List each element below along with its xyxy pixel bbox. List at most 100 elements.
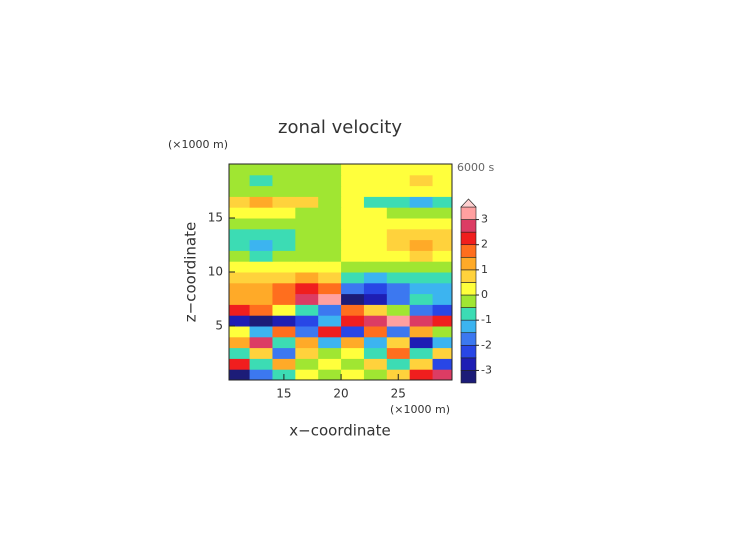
field-cell bbox=[341, 272, 365, 284]
field-cell bbox=[272, 261, 296, 273]
colorbar-tick-label: -1 bbox=[481, 313, 492, 326]
field-cell bbox=[229, 207, 251, 219]
field-cell bbox=[363, 272, 388, 284]
field-cell bbox=[295, 326, 319, 338]
field-cell bbox=[386, 358, 411, 370]
field-cell bbox=[229, 272, 251, 284]
field-cell bbox=[249, 196, 273, 208]
field-cell bbox=[386, 239, 411, 251]
field-cell bbox=[363, 293, 388, 305]
field-cell bbox=[386, 218, 411, 230]
field-cell bbox=[386, 174, 411, 187]
field-cell bbox=[272, 315, 296, 327]
field-cell bbox=[432, 239, 452, 251]
colorbar-box bbox=[460, 269, 477, 283]
field-cell bbox=[363, 239, 388, 251]
field-cell bbox=[386, 261, 411, 273]
field-cell bbox=[341, 174, 365, 187]
field-cell bbox=[272, 174, 296, 187]
field-cell bbox=[409, 358, 434, 370]
field-cell bbox=[318, 185, 342, 197]
field-cell bbox=[409, 250, 434, 262]
field-cell bbox=[363, 261, 388, 273]
field-cell bbox=[318, 282, 342, 295]
field-cell bbox=[432, 282, 452, 295]
field-cell bbox=[409, 347, 434, 359]
field-cell bbox=[363, 196, 388, 208]
field-cell bbox=[318, 336, 342, 349]
field-cell bbox=[432, 347, 452, 359]
field-cell bbox=[341, 228, 365, 241]
field-cell bbox=[341, 185, 365, 197]
field-cell bbox=[229, 228, 251, 241]
colorbar-box bbox=[460, 307, 477, 321]
field-cell bbox=[386, 326, 411, 338]
field-cell bbox=[249, 358, 273, 370]
field-cell bbox=[249, 293, 273, 305]
field-cell bbox=[409, 282, 434, 295]
field-cell bbox=[341, 315, 365, 327]
field-cell bbox=[432, 315, 452, 327]
field-cell bbox=[249, 315, 273, 327]
field-cell bbox=[386, 164, 411, 176]
field-cell bbox=[341, 326, 365, 338]
field-cell bbox=[318, 358, 342, 370]
field-cell bbox=[432, 185, 452, 197]
field-cell bbox=[409, 369, 434, 380]
field-cell bbox=[272, 250, 296, 262]
y-tick-label: 15 bbox=[208, 211, 223, 225]
field-cell bbox=[432, 164, 452, 176]
field-cell bbox=[432, 336, 452, 349]
field-cell bbox=[318, 250, 342, 262]
colorbar-tick-label: 1 bbox=[481, 263, 488, 276]
field-cell bbox=[272, 347, 296, 359]
field-cell bbox=[409, 326, 434, 338]
field-cell bbox=[432, 261, 452, 273]
field-cell bbox=[249, 336, 273, 349]
field-cell bbox=[432, 207, 452, 219]
field-cell bbox=[363, 207, 388, 219]
field-cell bbox=[341, 304, 365, 316]
colorbar-box bbox=[460, 319, 477, 334]
field-cell bbox=[318, 196, 342, 208]
field-cell bbox=[295, 336, 319, 349]
field-cell bbox=[249, 174, 273, 187]
field-cell bbox=[229, 336, 251, 349]
field-cell bbox=[295, 261, 319, 273]
field-cell bbox=[272, 228, 296, 241]
field-cell bbox=[341, 196, 365, 208]
field-cell bbox=[432, 218, 452, 230]
field-cell bbox=[363, 164, 388, 176]
field-cell bbox=[229, 261, 251, 273]
field-cell bbox=[363, 282, 388, 295]
field-cell bbox=[341, 250, 365, 262]
field-cell bbox=[295, 185, 319, 197]
field-cell bbox=[272, 207, 296, 219]
field-cell bbox=[409, 207, 434, 219]
field-cell bbox=[409, 174, 434, 187]
field-cell bbox=[363, 228, 388, 241]
field-cell bbox=[229, 185, 251, 197]
field-cell bbox=[249, 228, 273, 241]
field-cell bbox=[386, 228, 411, 241]
field-cell bbox=[341, 239, 365, 251]
x-tick-label: 20 bbox=[333, 387, 348, 401]
field-cell bbox=[432, 228, 452, 241]
colorbar-box bbox=[460, 332, 477, 346]
colorbar-box bbox=[460, 294, 477, 308]
field-cell bbox=[295, 218, 319, 230]
field-cell bbox=[432, 293, 452, 305]
field-cell bbox=[432, 272, 452, 284]
colorbar-box bbox=[460, 256, 477, 271]
field-cell bbox=[318, 239, 342, 251]
y-unit: (×1000 m) bbox=[168, 138, 228, 151]
x-axis-label: x−coordinate bbox=[289, 422, 390, 440]
field-cell bbox=[432, 369, 452, 380]
y-axis-label: z−coordinate bbox=[182, 222, 200, 322]
field-cell bbox=[386, 185, 411, 197]
x-tick-label: 25 bbox=[391, 387, 406, 401]
field-cell bbox=[318, 293, 342, 305]
field-cell bbox=[341, 282, 365, 295]
chart-title: zonal velocity bbox=[278, 117, 402, 138]
